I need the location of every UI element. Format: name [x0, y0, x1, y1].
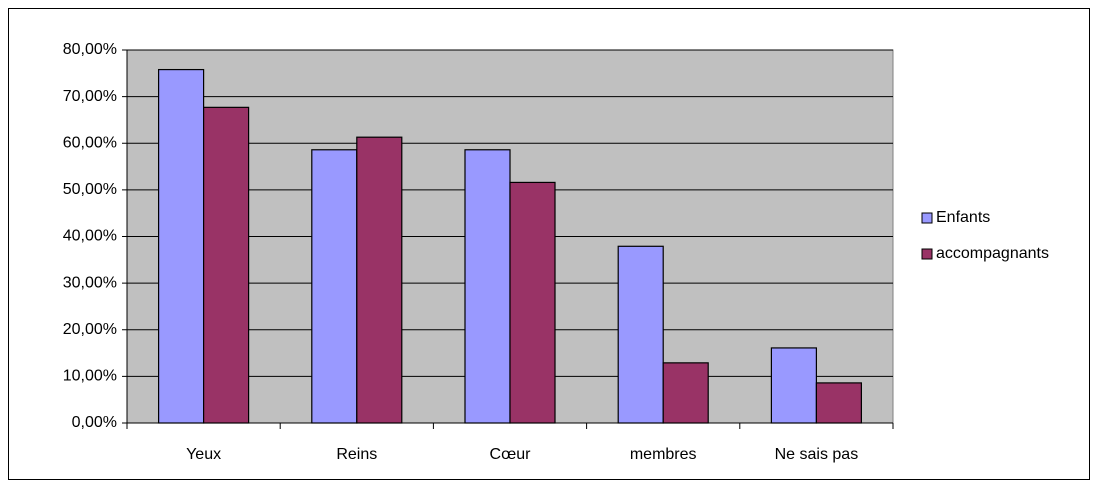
y-tick-label: 0,00%: [72, 414, 117, 431]
bar: [617, 245, 664, 424]
y-tick-label: 70,00%: [63, 88, 117, 105]
legend-swatch: [921, 248, 933, 260]
y-tick-label: 10,00%: [63, 368, 117, 385]
legend-label: Enfants: [936, 209, 990, 226]
y-tick-label: 60,00%: [63, 134, 117, 151]
bar: [509, 181, 556, 424]
bar: [815, 382, 863, 424]
y-tick-label: 20,00%: [63, 321, 117, 338]
x-tick-label: Reins: [336, 446, 377, 463]
bar: [356, 136, 403, 424]
legend-label: accompagnants: [936, 245, 1049, 262]
bar: [203, 106, 250, 424]
bar: [662, 362, 709, 424]
x-tick-label: Cœur: [490, 446, 532, 463]
y-tick-label: 30,00%: [63, 274, 117, 291]
x-tick-label: Ne sais pas: [775, 446, 859, 463]
x-tick-label: Yeux: [186, 446, 221, 463]
bar: [311, 149, 358, 424]
y-tick-label: 40,00%: [63, 228, 117, 245]
bar: [158, 68, 205, 424]
y-tick-label: 50,00%: [63, 181, 117, 198]
legend-swatch: [921, 212, 933, 224]
bar: [464, 149, 511, 424]
y-tick-label: 80,00%: [63, 41, 117, 58]
x-tick-label: membres: [630, 446, 697, 463]
bar: [770, 347, 818, 424]
